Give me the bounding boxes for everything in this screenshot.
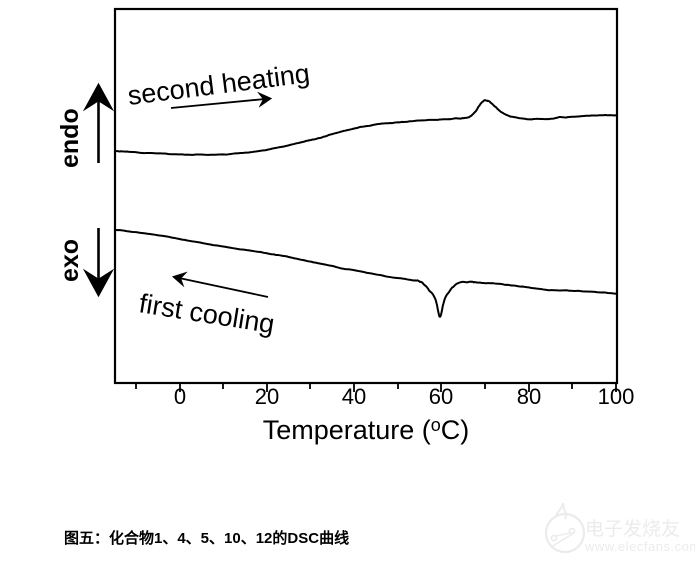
- svg-text:endo: endo: [56, 108, 84, 168]
- svg-text:80: 80: [517, 384, 541, 409]
- svg-text:20: 20: [255, 384, 279, 409]
- svg-text:first cooling: first cooling: [137, 288, 277, 339]
- svg-text:www.elecfans.com: www.elecfans.com: [584, 539, 695, 554]
- svg-text:图五：化合物1、4、5、10、12的DSC曲线: 图五：化合物1、4、5、10、12的DSC曲线: [64, 529, 349, 547]
- svg-text:Temperature (oC): Temperature (oC): [263, 415, 470, 445]
- svg-text:100: 100: [598, 384, 635, 409]
- svg-text:exo: exo: [56, 239, 84, 282]
- svg-text:60: 60: [429, 384, 453, 409]
- svg-text:0: 0: [174, 384, 186, 409]
- svg-text:40: 40: [342, 384, 366, 409]
- svg-text:电子发烧友: 电子发烧友: [585, 518, 680, 540]
